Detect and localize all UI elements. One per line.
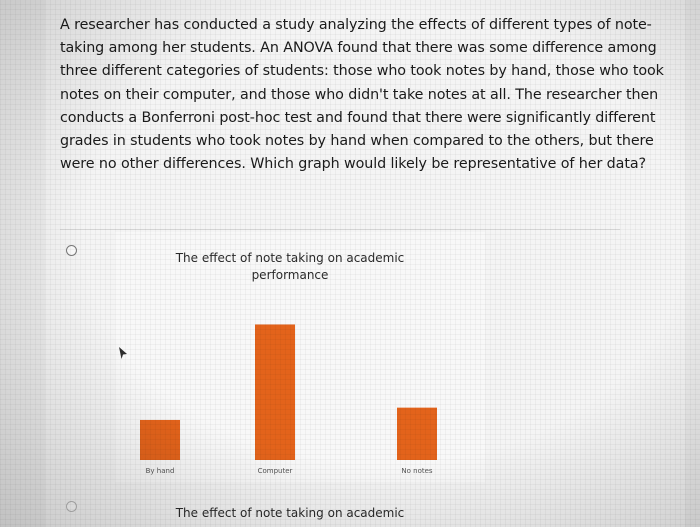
tick-label-no-notes: No notes <box>401 467 433 475</box>
tick-label-computer: Computer <box>258 467 293 475</box>
bar-no-notes <box>397 407 437 460</box>
option-1-radio[interactable] <box>66 245 77 256</box>
bar-computer <box>255 324 295 460</box>
option-2-chart-title: The effect of note taking on academic <box>175 506 405 520</box>
option-1-bar-chart: By hand Computer No notes <box>140 324 437 475</box>
mouse-cursor-icon <box>119 347 127 359</box>
bar-by-hand <box>140 419 180 460</box>
tick-label-by-hand: By hand <box>146 467 175 475</box>
option-1-chart-title: The effect of note taking on academic pe… <box>175 251 405 282</box>
divider <box>60 229 620 230</box>
option-2-radio[interactable] <box>66 501 77 512</box>
question-text: A researcher has conducted a study analy… <box>60 17 664 173</box>
